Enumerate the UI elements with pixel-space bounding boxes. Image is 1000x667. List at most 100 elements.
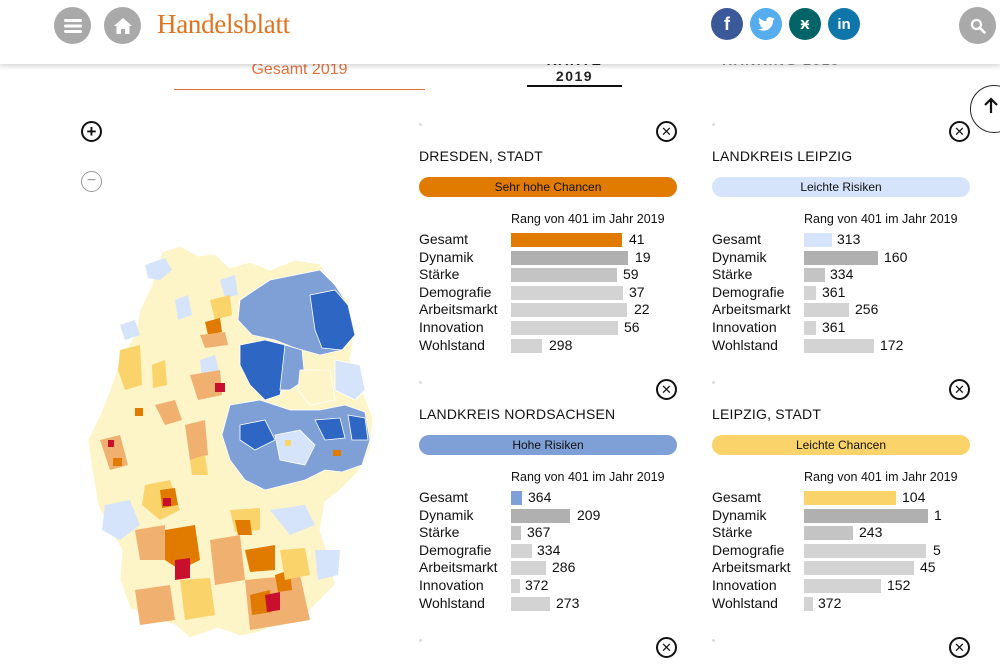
rank-row-staerke: Stärke 367 [419,524,679,542]
rank-row-wohlstand: Wohlstand 172 [712,337,972,355]
rank-bar [511,233,622,247]
facebook-share-button[interactable]: f [711,8,743,40]
rank-bar [511,303,627,318]
rank-bar [511,338,542,353]
rank-row-staerke: Stärke 334 [712,266,972,284]
rank-bar [804,303,849,318]
rank-rows: Gesamt 313 Dynamik 160 Stärke 334 Demografi… [712,231,972,354]
zoom-out-button[interactable]: − [81,171,102,192]
rank-bar [511,285,623,300]
region-card-partial: ✕ [419,637,679,667]
close-icon: ✕ [954,124,965,139]
close-card-button[interactable]: ✕ [656,121,677,142]
rank-value: 361 [822,283,846,300]
rank-value: 45 [920,559,936,576]
region-card-nordsachsen: ✕ LANDKREIS NORDSACHSEN Hohe Risiken Ran… [419,379,679,629]
close-icon: ✕ [661,382,672,397]
rank-row-gesamt: Gesamt 364 [419,489,679,507]
close-card-button[interactable]: ✕ [949,121,970,142]
row-label: Stärke [712,266,753,283]
close-icon: ✕ [661,640,672,655]
close-card-button[interactable]: ✕ [656,379,677,400]
rank-row-wohlstand: Wohlstand 273 [419,595,679,613]
rank-value: 104 [902,489,926,505]
row-label: Dynamik [419,506,474,523]
rank-caption: Rang von 401 im Jahr 2019 [511,470,665,484]
rank-row-dynamik: Dynamik 19 [419,249,679,267]
region-card-dresden: ✕ DRESDEN, STADT Sehr hohe Chancen Rang … [419,121,679,371]
rank-bar [804,508,928,523]
rank-bar [804,543,926,558]
rank-bar [804,338,874,353]
row-label: Wohlstand [419,594,485,611]
close-card-button[interactable]: ✕ [949,379,970,400]
rank-row-dynamik: Dynamik 1 [712,507,972,525]
home-icon [113,17,132,34]
rank-bar [804,596,813,611]
rank-value: 172 [880,336,904,353]
row-label: Stärke [712,524,753,541]
linkedin-icon: in [837,15,851,33]
rank-row-arbeitsmarkt: Arbeitsmarkt 256 [712,301,972,319]
category-badge: Hohe Risiken [419,435,677,455]
twitter-share-button[interactable] [750,8,782,40]
row-label: Arbeitsmarkt [419,301,498,318]
close-card-button[interactable]: ✕ [949,637,970,658]
menu-button[interactable] [54,7,91,44]
rank-bar [511,561,546,576]
rank-rows: Gesamt 364 Dynamik 209 Stärke 367 Demografi… [419,489,679,612]
row-label: Demografie [419,541,492,558]
rank-row-gesamt: Gesamt 41 [419,231,679,249]
indicator-selector[interactable]: Gesamt 2019 [174,58,425,90]
rank-bar [804,268,825,283]
region-title: LANDKREIS NORDSACHSEN [419,406,616,422]
rank-bar [511,508,570,523]
rank-bar [804,578,881,593]
rank-bar [511,250,628,265]
rank-row-arbeitsmarkt: Arbeitsmarkt 286 [419,559,679,577]
hamburger-menu-icon [63,18,82,33]
rank-row-wohlstand: Wohlstand 372 [712,595,972,613]
search-button[interactable] [959,7,996,44]
category-badge: Leichte Risiken [712,177,970,197]
rank-value: 37 [629,283,645,300]
rank-bar [511,526,521,541]
rank-row-demografie: Demografie 37 [419,284,679,302]
row-label: Arbeitsmarkt [712,559,791,576]
category-badge: Leichte Chancen [712,435,970,455]
handelsblatt-logo[interactable]: Handelsblatt [157,9,290,39]
rank-value: 367 [527,524,551,541]
close-card-button[interactable]: ✕ [656,637,677,658]
scroll-up-button[interactable] [970,85,1000,133]
rank-value: 372 [818,594,842,611]
row-label: Wohlstand [712,336,778,353]
linkedin-share-button[interactable]: in [828,8,860,40]
home-button[interactable] [104,7,141,44]
rank-row-innovation: Innovation 372 [419,577,679,595]
xing-icon: ӿ [800,14,810,33]
rank-bar [804,561,914,576]
rank-row-wohlstand: Wohlstand 298 [419,337,679,355]
rank-rows: Gesamt 104 Dynamik 1 Stärke 243 Demografie 5… [712,489,972,612]
row-label: Gesamt [712,231,762,247]
rank-value: 361 [822,318,846,335]
rank-bar [804,285,816,300]
rank-value: 364 [528,489,552,505]
xing-share-button[interactable]: ӿ [789,8,821,40]
row-label: Demografie [419,283,492,300]
twitter-icon [757,17,775,31]
rank-value: 273 [556,594,580,611]
row-label: Gesamt [419,489,469,505]
rank-value: 59 [623,266,639,283]
row-label: Arbeitsmarkt [712,301,791,318]
close-icon: ✕ [954,382,965,397]
rank-value: 56 [624,318,640,335]
rank-value: 372 [525,576,549,593]
rank-row-gesamt: Gesamt 313 [712,231,972,249]
germany-choropleth-map[interactable] [80,240,380,640]
zoom-in-button[interactable]: + [81,121,102,142]
arrow-up-icon [984,97,998,113]
rank-value: 152 [887,576,911,593]
row-label: Wohlstand [419,336,485,353]
map-svg [87,245,374,639]
